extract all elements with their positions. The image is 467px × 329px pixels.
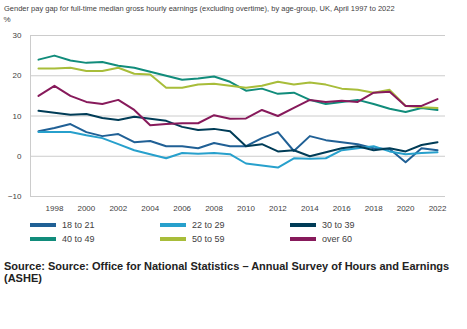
html-text:40 to 49: 40 to 49 bbox=[62, 234, 95, 244]
html-text:Source: Source: Office for Nat: Source: Source: Office for National Stat… bbox=[4, 260, 450, 284]
svg-text:10: 10 bbox=[13, 112, 22, 121]
svg-text:2018: 2018 bbox=[365, 204, 383, 213]
svg-text:2016: 2016 bbox=[333, 204, 351, 213]
svg-text:2014: 2014 bbox=[301, 204, 319, 213]
svg-text:2008: 2008 bbox=[205, 204, 223, 213]
svg-text:0: 0 bbox=[17, 152, 22, 161]
html-text:Gender pay gap for full-time m: Gender pay gap for full-time median gros… bbox=[4, 4, 395, 13]
svg-text:30: 30 bbox=[13, 31, 22, 40]
svg-text:2012: 2012 bbox=[269, 204, 287, 213]
html-text:50 to 59: 50 to 59 bbox=[192, 234, 225, 244]
svg-text:2006: 2006 bbox=[173, 204, 191, 213]
html-text:over 60: over 60 bbox=[322, 234, 352, 244]
html-text:30 to 39: 30 to 39 bbox=[322, 220, 355, 230]
svg-text:2004: 2004 bbox=[141, 204, 159, 213]
svg-text:2002: 2002 bbox=[109, 204, 127, 213]
svg-text:2010: 2010 bbox=[237, 204, 255, 213]
svg-text:20: 20 bbox=[13, 71, 22, 80]
svg-text:%: % bbox=[4, 15, 11, 24]
svg-text:−10: −10 bbox=[8, 192, 22, 201]
svg-text:2000: 2000 bbox=[77, 204, 95, 213]
html-text:22 to 29: 22 to 29 bbox=[192, 220, 225, 230]
html-text:18 to 21: 18 to 21 bbox=[62, 220, 95, 230]
svg-text:1998: 1998 bbox=[46, 204, 64, 213]
svg-text:2022: 2022 bbox=[429, 204, 447, 213]
svg-text:2020: 2020 bbox=[397, 204, 415, 213]
